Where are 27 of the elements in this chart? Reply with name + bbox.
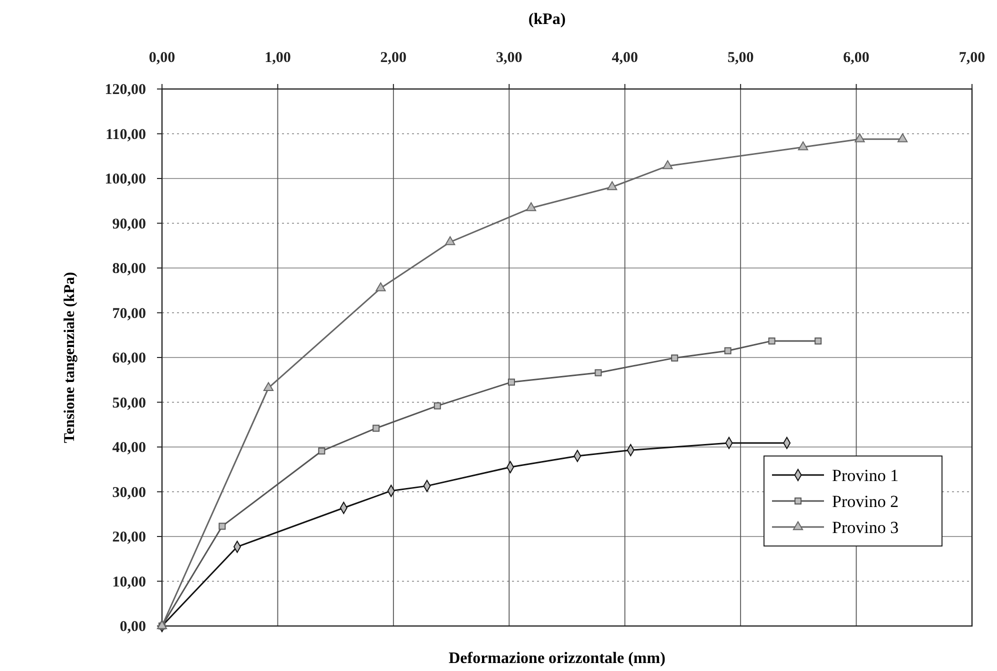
y-tick-label: 50,00 xyxy=(112,395,146,412)
legend-label: Provino 1 xyxy=(832,466,899,485)
y-tick-label: 120,00 xyxy=(104,82,146,98)
legend-label: Provino 2 xyxy=(832,492,899,511)
x-axis-title: Deformazione orizzontale (mm) xyxy=(448,650,666,667)
legend-label: Provino 3 xyxy=(832,518,899,537)
y-tick-label: 100,00 xyxy=(104,172,146,188)
x-tick-label: 7,00 xyxy=(958,50,986,66)
y-tick-label: 70,00 xyxy=(112,306,146,322)
x-tick-label: 6,00 xyxy=(843,50,870,66)
y-tick-label: 110,00 xyxy=(106,126,146,143)
y-tick-label: 10,00 xyxy=(112,574,146,590)
y-tick-label: 0,00 xyxy=(120,619,146,635)
x-tick-label: 0,00 xyxy=(148,50,176,66)
y-tick-label: 60,00 xyxy=(112,350,146,366)
y-tick-label: 40,00 xyxy=(112,440,146,456)
x-tick-label: 5,00 xyxy=(727,50,754,66)
x-tick-label: 4,00 xyxy=(612,50,638,66)
x-tick-label: 2,00 xyxy=(380,50,407,66)
chart-title: (kPa) xyxy=(528,11,566,28)
y-axis-title: Tensione tangenziale (kPa) xyxy=(62,272,78,444)
x-tick-label: 1,00 xyxy=(264,50,291,66)
y-tick-label: 90,00 xyxy=(112,216,146,232)
x-tick-label: 3,00 xyxy=(496,50,522,66)
y-tick-label: 20,00 xyxy=(112,530,146,546)
y-tick-label: 30,00 xyxy=(112,484,146,501)
y-tick-label: 80,00 xyxy=(112,261,146,277)
